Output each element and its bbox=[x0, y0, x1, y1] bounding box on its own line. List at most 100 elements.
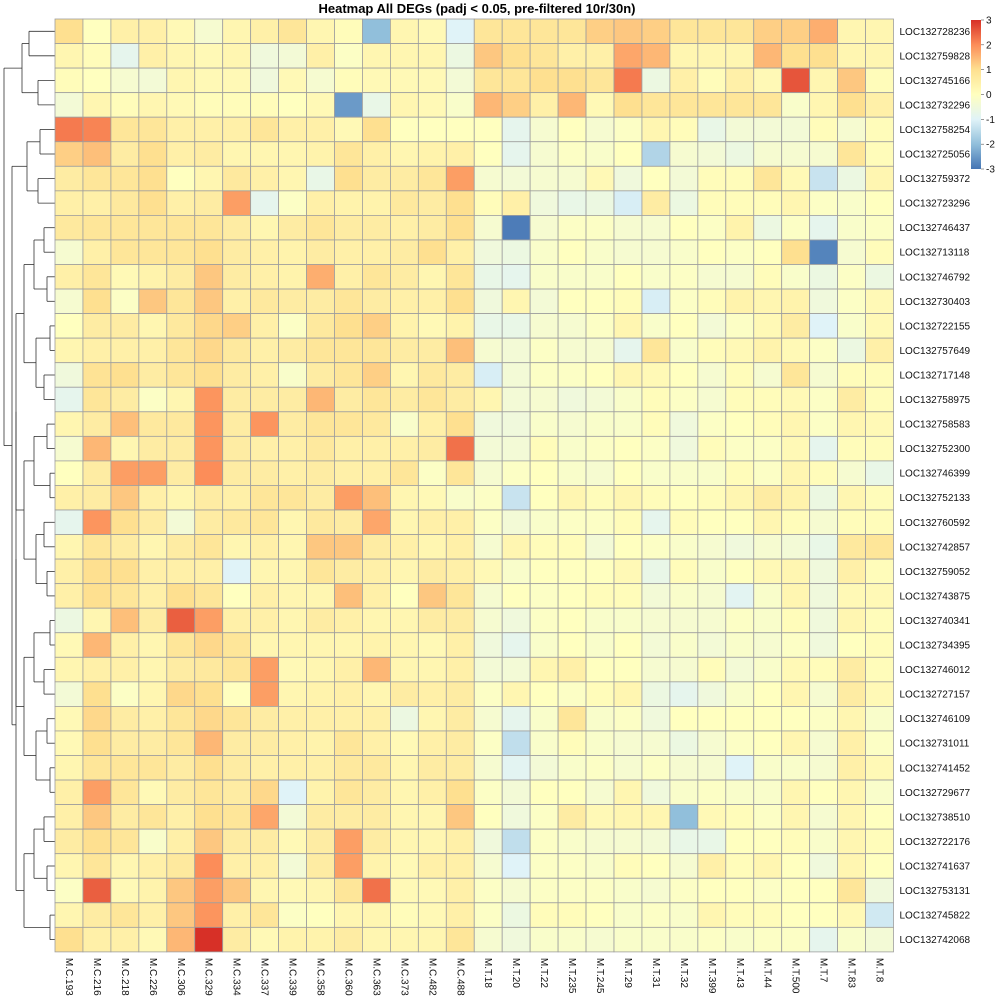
heatmap-cell bbox=[306, 362, 335, 388]
heatmap-cell bbox=[82, 804, 112, 830]
heatmap-cell bbox=[585, 116, 615, 143]
heatmap-cell bbox=[194, 485, 224, 511]
heatmap-cell bbox=[166, 558, 196, 585]
heatmap-cell bbox=[529, 313, 559, 339]
heatmap-cell bbox=[445, 411, 475, 437]
heatmap-cell bbox=[222, 337, 252, 364]
heatmap-cell bbox=[222, 411, 252, 437]
heatmap-cell bbox=[389, 583, 419, 609]
heatmap-cell bbox=[222, 558, 252, 585]
heatmap-cell bbox=[306, 804, 335, 830]
heatmap-cell bbox=[529, 190, 559, 216]
heatmap-cell bbox=[110, 730, 140, 756]
heatmap-cell bbox=[725, 632, 755, 658]
heatmap-cell bbox=[557, 43, 587, 69]
heatmap-cell bbox=[82, 67, 112, 94]
heatmap-cell bbox=[445, 214, 475, 241]
row-label: LOC132731011 bbox=[900, 739, 970, 750]
heatmap-cell bbox=[641, 534, 671, 560]
heatmap-cell bbox=[865, 116, 894, 143]
heatmap-cell bbox=[613, 264, 643, 290]
heatmap-cell bbox=[753, 386, 783, 413]
heatmap-cell bbox=[641, 92, 671, 118]
heatmap-cell bbox=[306, 141, 335, 167]
heatmap-cell bbox=[222, 165, 252, 192]
heatmap-cell bbox=[669, 853, 699, 879]
heatmap-cell bbox=[138, 460, 168, 486]
heatmap-cell bbox=[166, 92, 196, 118]
heatmap-cell bbox=[557, 165, 587, 192]
heatmap-cell bbox=[529, 92, 559, 118]
heatmap-cell bbox=[82, 288, 112, 314]
heatmap-cell bbox=[809, 755, 839, 781]
heatmap-cell bbox=[54, 435, 84, 462]
heatmap-cell bbox=[501, 386, 531, 413]
heatmap-cell bbox=[278, 583, 307, 609]
heatmap-cell bbox=[529, 435, 559, 462]
heatmap-cell bbox=[781, 681, 811, 707]
heatmap-cell bbox=[781, 264, 811, 290]
heatmap-cell bbox=[166, 755, 196, 781]
heatmap-cell bbox=[613, 313, 643, 339]
heatmap-cell bbox=[138, 534, 168, 560]
heatmap-cell bbox=[278, 706, 307, 732]
heatmap-cell bbox=[194, 706, 224, 732]
heatmap-cell bbox=[54, 411, 84, 437]
heatmap-cell bbox=[697, 435, 727, 462]
heatmap-cell bbox=[669, 828, 699, 855]
heatmap-cell bbox=[473, 435, 503, 462]
heatmap-cell bbox=[110, 755, 140, 781]
heatmap-cell bbox=[54, 362, 84, 388]
heatmap-cell bbox=[809, 214, 839, 241]
heatmap-cell bbox=[389, 264, 419, 290]
heatmap-cell bbox=[306, 509, 335, 535]
color-scale-bar bbox=[971, 20, 981, 169]
heatmap-cell bbox=[445, 632, 475, 658]
heatmap-cell bbox=[417, 190, 447, 216]
heatmap-cell bbox=[389, 926, 419, 953]
heatmap-cell bbox=[641, 632, 671, 658]
heatmap-cell bbox=[865, 755, 894, 781]
heatmap-cell bbox=[417, 386, 447, 413]
heatmap-cell bbox=[278, 804, 307, 830]
heatmap-cell bbox=[529, 755, 559, 781]
heatmap-cell bbox=[110, 656, 140, 683]
heatmap-cell bbox=[697, 877, 727, 904]
heatmap-cell bbox=[837, 534, 866, 560]
heatmap-cell bbox=[166, 67, 196, 94]
heatmap-cell bbox=[362, 214, 391, 241]
heatmap-cell bbox=[250, 460, 279, 486]
heatmap-cell bbox=[417, 509, 447, 535]
row-label: LOC132759828 bbox=[900, 51, 971, 62]
heatmap-cell bbox=[725, 165, 755, 192]
heatmap-cell bbox=[278, 239, 307, 265]
heatmap-cell bbox=[278, 926, 307, 953]
heatmap-cell bbox=[138, 485, 168, 511]
heatmap-cell bbox=[641, 337, 671, 364]
heatmap-cell bbox=[138, 558, 168, 585]
heatmap-cell bbox=[753, 853, 783, 879]
heatmap-cell bbox=[54, 313, 84, 339]
heatmap-cell bbox=[753, 43, 783, 69]
heatmap-cell bbox=[250, 706, 279, 732]
heatmap-cell bbox=[445, 67, 475, 94]
heatmap-cell bbox=[82, 656, 112, 683]
heatmap-cell bbox=[306, 558, 335, 585]
heatmap-cell bbox=[809, 828, 839, 855]
heatmap-cell bbox=[306, 902, 335, 928]
heatmap-cell bbox=[585, 828, 615, 855]
heatmap-cell bbox=[250, 632, 279, 658]
heatmap-cell bbox=[725, 411, 755, 437]
heatmap-cell bbox=[753, 435, 783, 462]
heatmap-cell bbox=[82, 116, 112, 143]
heatmap-cell bbox=[166, 730, 196, 756]
heatmap-cell bbox=[865, 877, 894, 904]
heatmap-cell bbox=[110, 926, 140, 953]
heatmap-cell bbox=[865, 632, 894, 658]
heatmap-cell bbox=[222, 386, 252, 413]
heatmap-cell bbox=[585, 877, 615, 904]
heatmap-cell bbox=[362, 435, 391, 462]
heatmap-cell bbox=[753, 583, 783, 609]
heatmap-cell bbox=[473, 558, 503, 585]
heatmap-cell bbox=[837, 902, 866, 928]
